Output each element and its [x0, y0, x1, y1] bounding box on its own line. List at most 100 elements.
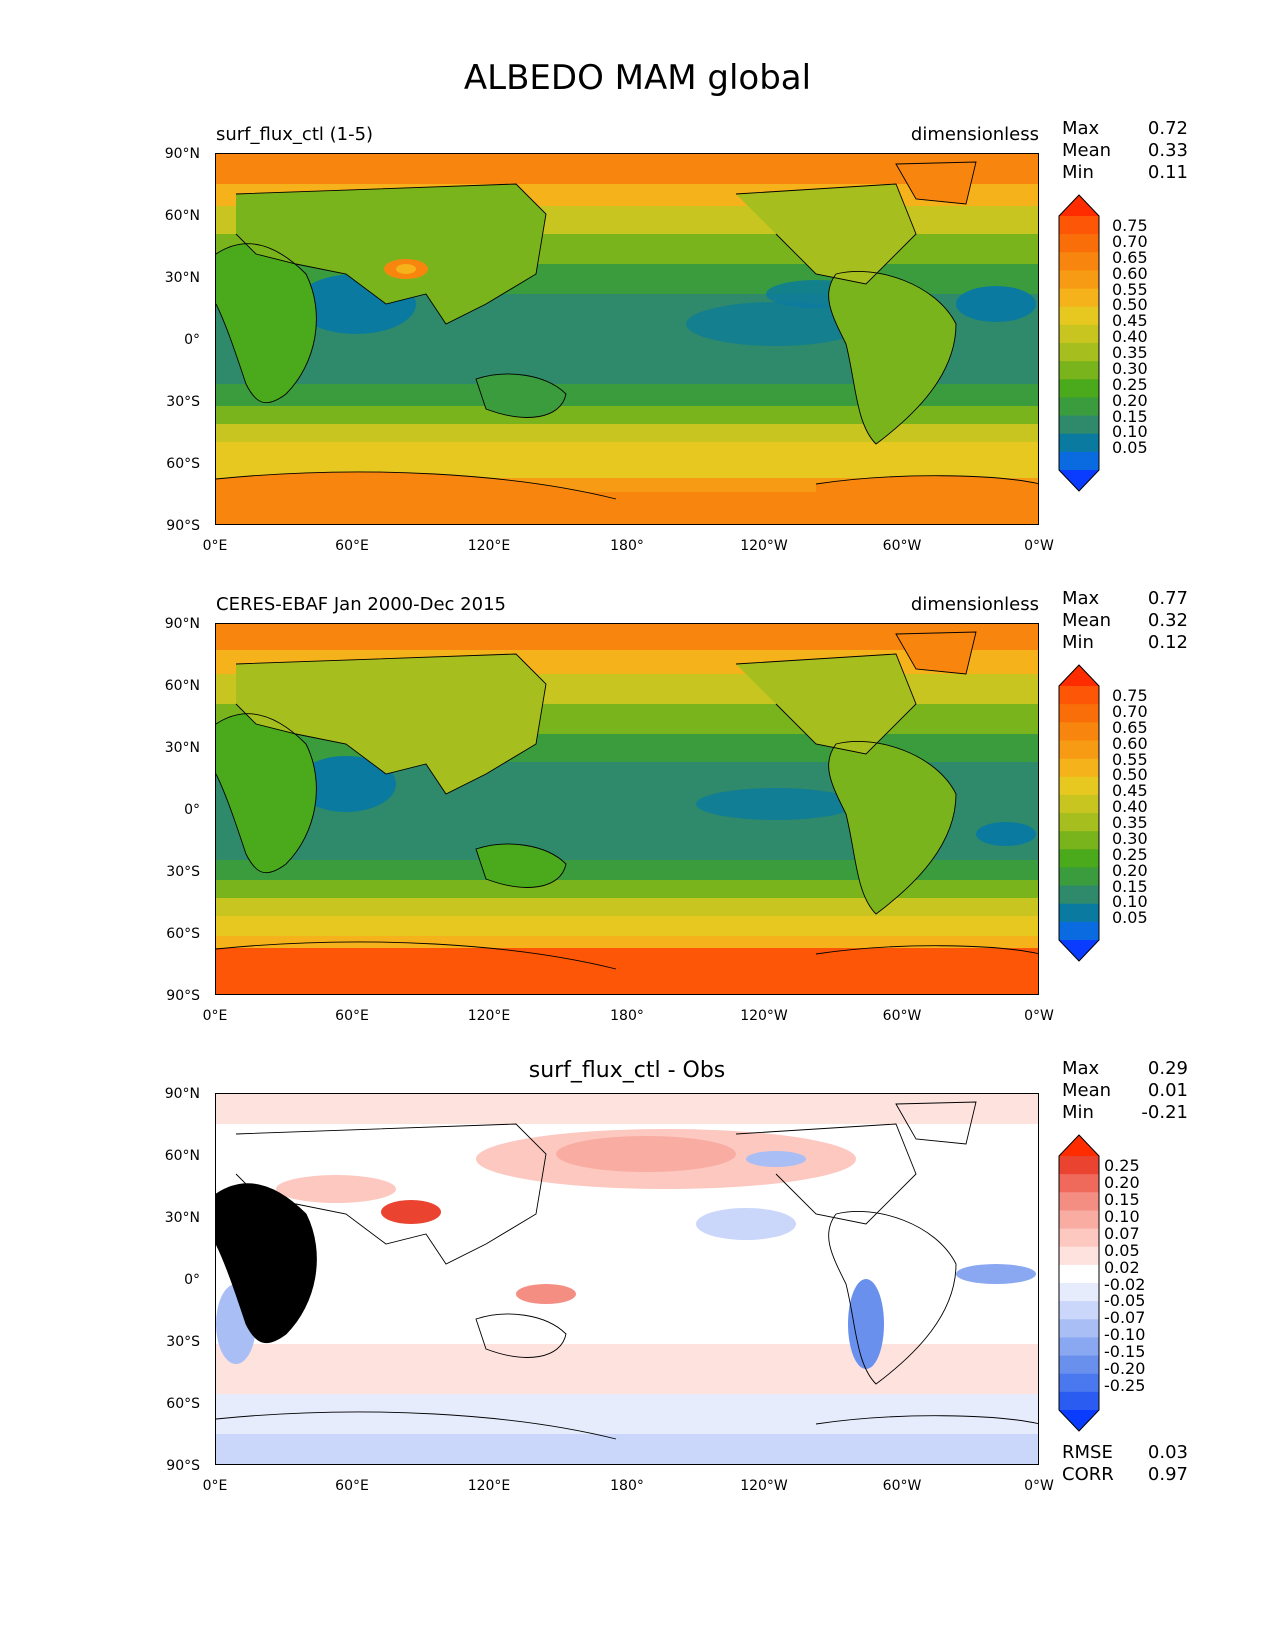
colorbar-tick-label: 0.20 [1112, 860, 1148, 880]
panel-1-ytick-90n: 90°N [164, 146, 200, 162]
colorbar-extend-top [1059, 1135, 1099, 1156]
colorbar-segment [1059, 361, 1099, 380]
colorbar-tick-label: -0.07 [1104, 1308, 1146, 1328]
colorbar-tick-label: 0.60 [1112, 263, 1148, 283]
colorbar-tick-label: 0.10 [1112, 892, 1148, 912]
panel-2-units: dimensionless [910, 594, 1039, 615]
panel-2-map [215, 623, 1039, 995]
panel-3-colorbar [1058, 1134, 1100, 1432]
panel-2-min-value: 0.12 [1147, 632, 1188, 653]
panel-2-xtick-60w: 60°W [882, 1008, 922, 1024]
panel-1-title: surf_flux_ctl (1-5) [216, 124, 374, 145]
colorbar-segment [1059, 234, 1099, 253]
colorbar-tick-label: 0.07 [1104, 1223, 1140, 1243]
colorbar-segment [1059, 343, 1099, 362]
colorbar-segment [1059, 433, 1099, 453]
colorbar-segment [1059, 1264, 1099, 1284]
panel-2-xtick-0e: 0°E [202, 1008, 228, 1024]
panel-2-ytick-30n: 30°N [164, 740, 200, 756]
colorbar-tick-label: 0.40 [1112, 797, 1148, 817]
colorbar-tick-label: 0.25 [1112, 374, 1148, 394]
colorbar-segment [1059, 415, 1099, 435]
panel-3-map [215, 1093, 1039, 1465]
colorbar-tick-label: 0.10 [1112, 422, 1148, 442]
colorbar-segment [1059, 1210, 1099, 1230]
panel-2-ytick-90n: 90°N [164, 616, 200, 632]
panel-2-max-label: Max [1062, 588, 1100, 609]
panel-1-xtick-120e: 120°E [467, 538, 511, 554]
panel-3-xtick-120w: 120°W [740, 1478, 788, 1494]
panel-3-max-label: Max [1062, 1058, 1100, 1079]
colorbar-segment [1059, 1319, 1099, 1338]
colorbar-outline [1058, 664, 1100, 962]
colorbar-segment [1059, 813, 1099, 832]
panel-1-xtick-60w: 60°W [882, 538, 922, 554]
colorbar-extend-bottom [1059, 940, 1099, 961]
colorbar-tick-label: -0.15 [1104, 1342, 1146, 1362]
colorbar-segment [1059, 1355, 1099, 1375]
colorbar-segment [1059, 397, 1099, 417]
panel-3-xtick-0e: 0°E [202, 1478, 228, 1494]
colorbar-tick-label: 0.40 [1112, 327, 1148, 347]
panel-2-xtick-180: 180° [610, 1008, 644, 1024]
colorbar-segment [1059, 867, 1099, 887]
panel-2-xtick-120w: 120°W [740, 1008, 788, 1024]
panel-1-xtick-60e: 60°E [335, 538, 369, 554]
panel-3-ytick-60s: 60°S [166, 1396, 200, 1412]
panel-2-mean-label: Mean [1062, 610, 1112, 631]
colorbar-tick-label: 0.10 [1104, 1206, 1140, 1226]
colorbar-tick-label: -0.10 [1104, 1325, 1146, 1345]
colorbar-segment [1059, 1246, 1099, 1266]
colorbar-segment [1059, 1391, 1099, 1411]
colorbar-tick-label: 0.45 [1112, 781, 1148, 801]
colorbar-segment [1059, 776, 1099, 796]
colorbar-tick-label: 0.20 [1104, 1172, 1140, 1192]
panel-2-xtick-120e: 120°E [467, 1008, 511, 1024]
colorbar-segment [1059, 1301, 1099, 1320]
colorbar-tick-label: -0.02 [1104, 1274, 1146, 1294]
colorbar-tick-label: 0.45 [1112, 311, 1148, 331]
panel-2-xtick-0w: 0°W [1024, 1008, 1054, 1024]
colorbar-tick-label: 0.75 [1112, 686, 1148, 705]
colorbar-segment [1059, 1373, 1099, 1393]
panel-2-ytick-30s: 30°S [166, 864, 200, 880]
panel-1-xtick-0w: 0°W [1024, 538, 1054, 554]
colorbar-segment [1059, 1174, 1099, 1193]
colorbar-segment [1059, 903, 1099, 923]
colorbar-segment [1059, 704, 1099, 723]
panel-1-min-value: 0.11 [1147, 162, 1188, 183]
panel-3-rmse-label: RMSE [1062, 1442, 1113, 1463]
colorbar-tick-label: 0.35 [1112, 813, 1148, 832]
panel-1-xtick-180: 180° [610, 538, 644, 554]
panel-1-ytick-90s: 90°S [166, 518, 200, 534]
colorbar-outline [1058, 194, 1100, 492]
colorbar-segment [1059, 379, 1099, 398]
panel-1-ytick-60s: 60°S [166, 456, 200, 472]
panel-2-xtick-60e: 60°E [335, 1008, 369, 1024]
panel-3-max-value: 0.29 [1147, 1058, 1188, 1079]
colorbar-tick-label: -0.05 [1104, 1291, 1146, 1311]
panel-1-mean-label: Mean [1062, 140, 1112, 161]
colorbar-tick-label: 0.25 [1112, 844, 1148, 864]
colorbar-tick-label: 0.60 [1112, 733, 1148, 753]
colorbar-tick-label: 0.35 [1112, 343, 1148, 362]
panel-2-title: CERES-EBAF Jan 2000-Dec 2015 [216, 594, 506, 615]
colorbar-tick-label: 0.15 [1104, 1189, 1140, 1209]
colorbar-tick-label: 0.55 [1112, 749, 1148, 769]
colorbar-tick-label: 0.55 [1112, 279, 1148, 299]
colorbar-segment [1059, 288, 1099, 308]
colorbar-tick-label: 0.05 [1104, 1240, 1140, 1260]
panel-2-ytick-60s: 60°S [166, 926, 200, 942]
panel-1-ytick-30n: 30°N [164, 270, 200, 286]
panel-3-xtick-120e: 120°E [467, 1478, 511, 1494]
panel-3-ytick-30s: 30°S [166, 1334, 200, 1350]
panel-3-corr-label: CORR [1062, 1464, 1114, 1485]
colorbar-tick-label: 0.50 [1112, 765, 1148, 785]
colorbar-segment [1059, 306, 1099, 326]
colorbar-segment [1059, 1228, 1099, 1248]
panel-3-min-value: -0.21 [1141, 1102, 1188, 1123]
colorbar-tick-label: 0.30 [1112, 358, 1148, 378]
colorbar-extend-top [1059, 665, 1099, 686]
colorbar-tick-label: 0.30 [1112, 828, 1148, 848]
colorbar-segment [1059, 921, 1099, 941]
